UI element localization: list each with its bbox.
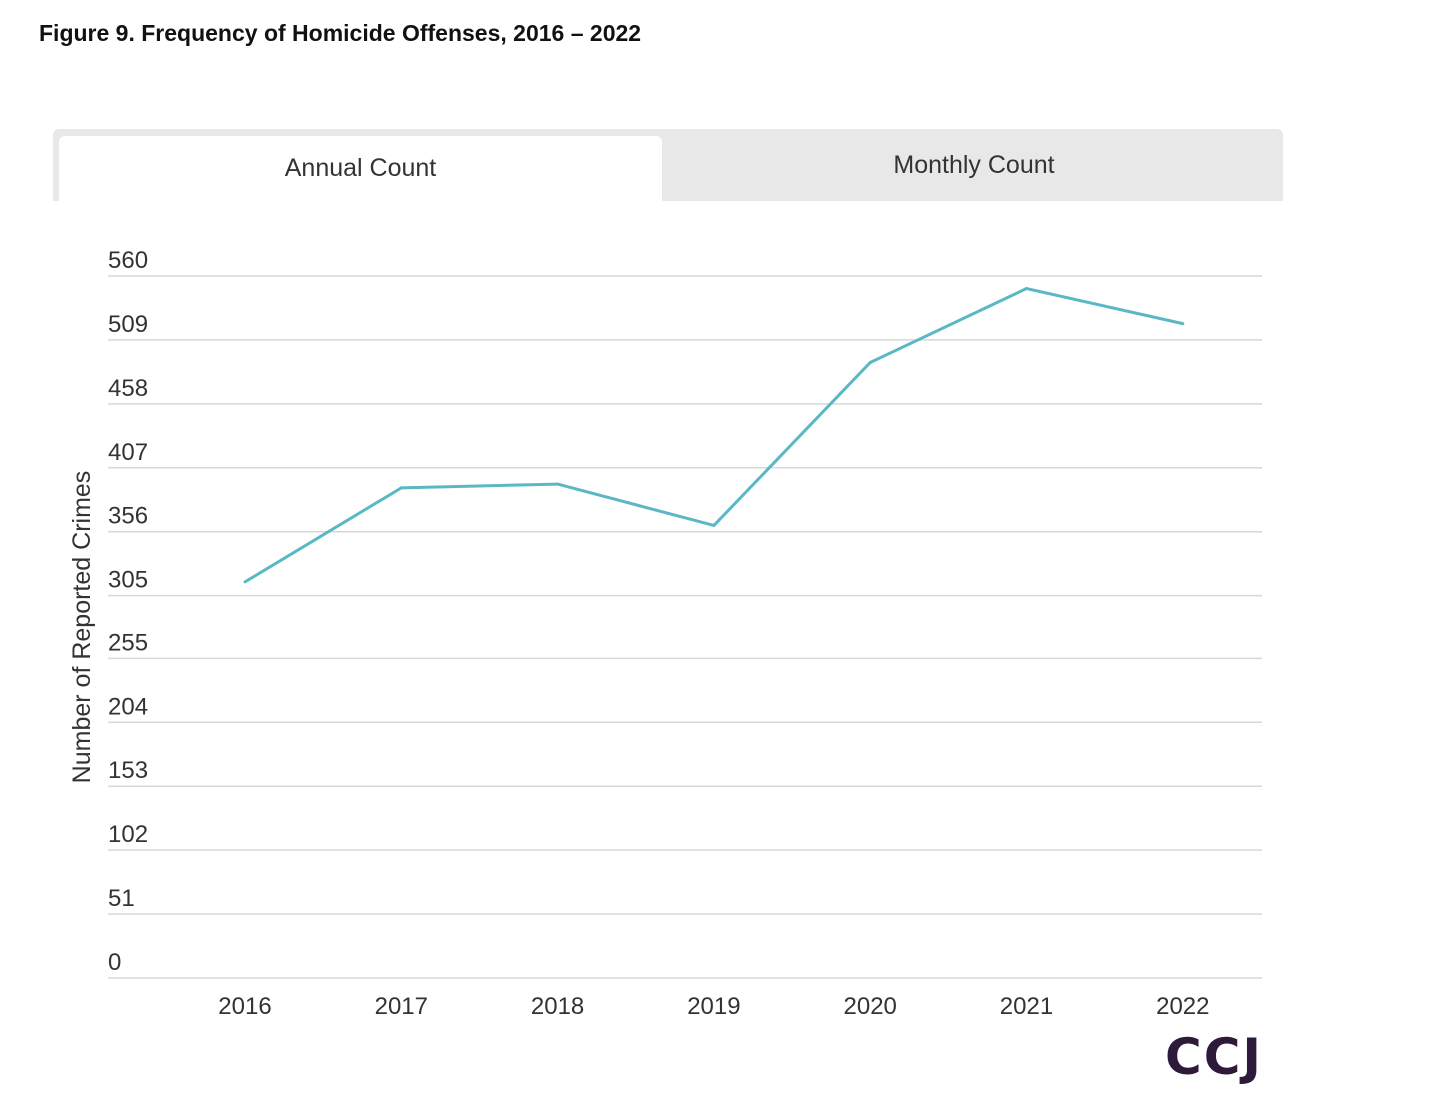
x-tick-label: 2017 bbox=[375, 993, 428, 1020]
data-point bbox=[243, 580, 247, 584]
tab-monthly-count[interactable]: Monthly Count bbox=[893, 150, 1055, 179]
y-tick-label: 458 bbox=[108, 375, 148, 402]
figure-title: Figure 9. Frequency of Homicide Offenses… bbox=[39, 20, 642, 46]
y-tick-label: 356 bbox=[108, 503, 148, 530]
x-tick-label: 2021 bbox=[1000, 993, 1053, 1020]
y-tick-label: 509 bbox=[108, 311, 148, 338]
x-tick-label: 2018 bbox=[531, 993, 584, 1020]
x-tick-label: 2019 bbox=[687, 993, 740, 1020]
data-point bbox=[399, 486, 403, 490]
y-tick-label: 204 bbox=[108, 693, 148, 720]
y-tick-label: 407 bbox=[108, 439, 148, 466]
y-tick-label: 102 bbox=[108, 821, 148, 848]
data-point bbox=[556, 482, 560, 486]
x-tick-label: 2020 bbox=[844, 993, 897, 1020]
ccj-logo: CCJ bbox=[1165, 1028, 1263, 1086]
x-tick-label: 2016 bbox=[218, 993, 271, 1020]
y-tick-label: 560 bbox=[108, 247, 148, 274]
data-point bbox=[1181, 322, 1185, 326]
y-tick-label: 51 bbox=[108, 885, 135, 912]
y-tick-label: 0 bbox=[108, 949, 121, 976]
series-line bbox=[244, 287, 1184, 584]
tab-bar: Annual Count Monthly Count bbox=[53, 129, 1283, 201]
y-axis-label: Number of Reported Crimes bbox=[68, 471, 96, 784]
tab-annual-count[interactable]: Annual Count bbox=[59, 136, 662, 201]
data-point bbox=[1025, 287, 1028, 291]
data-point bbox=[712, 523, 716, 527]
data-point bbox=[868, 360, 872, 364]
y-tick-label: 255 bbox=[108, 629, 148, 656]
y-tick-label: 153 bbox=[108, 757, 148, 784]
y-tick-label: 305 bbox=[108, 567, 148, 594]
x-tick-label: 2022 bbox=[1156, 993, 1209, 1020]
